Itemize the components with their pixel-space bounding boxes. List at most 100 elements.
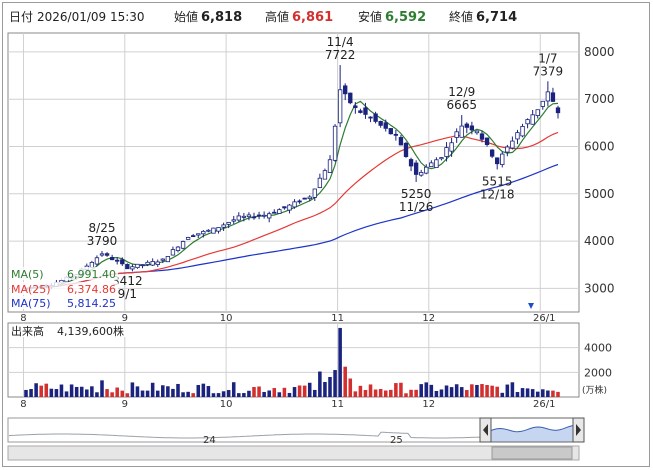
candle xyxy=(206,229,211,232)
month-label: 10 xyxy=(220,313,233,324)
volume-bar xyxy=(54,389,59,397)
candle xyxy=(429,162,434,168)
annotation-price: 6665 xyxy=(446,98,477,112)
volume-bar xyxy=(475,384,479,397)
volume-bar xyxy=(551,390,555,397)
volume-bar xyxy=(110,392,114,397)
volume-bar xyxy=(454,384,459,397)
volume-bar xyxy=(120,390,125,397)
volume-bar xyxy=(495,386,499,397)
candle xyxy=(378,120,383,126)
candle xyxy=(170,249,176,256)
candle xyxy=(469,125,475,131)
volume-bar xyxy=(363,390,368,397)
volume-bar xyxy=(348,378,353,397)
volume-bar xyxy=(79,386,84,397)
volume-bar xyxy=(328,376,332,397)
candle xyxy=(322,170,328,180)
volume-bar xyxy=(313,389,317,397)
volume-bar xyxy=(176,383,180,397)
candle xyxy=(358,110,363,113)
volume-label: 出来高 xyxy=(11,324,44,338)
volume-bar xyxy=(49,388,54,397)
candle xyxy=(393,133,399,136)
volume-bar xyxy=(166,386,170,397)
candle xyxy=(180,241,186,249)
navigator-right-handle[interactable] xyxy=(572,417,585,443)
annotation-price: 7379 xyxy=(533,64,564,78)
candle xyxy=(196,233,201,236)
volume-bar xyxy=(140,390,145,397)
close-label: 終値 xyxy=(449,9,473,24)
volume-bar xyxy=(373,389,378,397)
volume-bar xyxy=(39,385,43,397)
volume-bar xyxy=(439,389,444,397)
volume-bar xyxy=(444,385,449,397)
volume-bar xyxy=(277,392,282,397)
volume-bar xyxy=(429,384,434,397)
candle xyxy=(545,91,551,102)
volume-bar xyxy=(409,389,413,397)
candle xyxy=(211,227,216,234)
volume-bar xyxy=(226,390,231,397)
volume-tick-label: 2000 xyxy=(584,366,612,379)
candle xyxy=(109,257,115,261)
month-label: 12 xyxy=(422,313,435,324)
candle xyxy=(555,107,561,114)
candlesticks xyxy=(23,65,561,292)
ma75-label: MA(75) xyxy=(11,297,51,310)
volume-bar xyxy=(181,392,185,397)
volume-bar xyxy=(272,388,277,397)
volume-bar xyxy=(161,385,165,397)
volume-bar xyxy=(358,385,363,397)
candle xyxy=(515,132,520,140)
annotation-date: 11/26 xyxy=(399,200,434,214)
candle xyxy=(140,264,145,266)
navigator-scroll-thumb[interactable] xyxy=(491,446,573,460)
volume-bar xyxy=(252,387,256,397)
candle xyxy=(489,149,495,157)
volume-bar xyxy=(323,381,327,397)
annotation-date: 9/1 xyxy=(118,287,137,301)
volume-bar xyxy=(125,393,130,397)
volume-bar xyxy=(556,391,560,397)
month-label: 11 xyxy=(331,313,344,324)
candle xyxy=(221,224,226,228)
volume-bar xyxy=(389,389,393,397)
volume-bar xyxy=(535,391,540,397)
volume-bar xyxy=(525,388,530,397)
candle xyxy=(368,116,373,119)
volume-bar xyxy=(196,385,201,397)
price-tick-label: 8000 xyxy=(584,45,615,59)
navigator-scrollbar[interactable] xyxy=(7,445,580,461)
volume-bar xyxy=(378,388,383,397)
candle xyxy=(130,266,135,270)
candle xyxy=(185,236,191,240)
candle xyxy=(459,125,464,138)
volume-bar xyxy=(145,390,150,397)
volume-bar xyxy=(85,389,89,397)
price-summary: 日付 2026/01/09 15:30 始値 6,818 高値 6,861 安値… xyxy=(9,9,517,25)
candle xyxy=(373,113,378,122)
candle xyxy=(135,263,140,269)
candle xyxy=(505,146,510,153)
volume-bar xyxy=(465,390,469,397)
candle xyxy=(145,261,150,265)
month-label: 26/1 xyxy=(533,399,555,410)
candle xyxy=(302,197,307,200)
annotation-price: 3790 xyxy=(87,234,118,248)
navigator-left-handle[interactable] xyxy=(479,417,492,443)
candle xyxy=(454,131,459,138)
period-navigator[interactable]: 24 25 xyxy=(7,417,585,446)
volume-unit: (万株) xyxy=(582,384,607,396)
month-label: 10 xyxy=(220,399,233,410)
ma5-line xyxy=(25,100,559,289)
volume-bar xyxy=(29,389,33,397)
price-tick-label: 5000 xyxy=(584,187,615,201)
volume-bar xyxy=(490,385,494,397)
volume-bar xyxy=(24,389,28,397)
candle xyxy=(241,215,247,218)
